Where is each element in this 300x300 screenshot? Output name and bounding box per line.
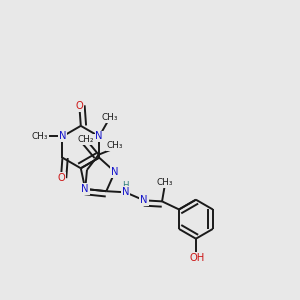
Text: CH₃: CH₃ — [106, 141, 123, 150]
Text: N: N — [59, 131, 66, 142]
Text: O: O — [76, 101, 83, 111]
Text: CH₃: CH₃ — [157, 178, 173, 187]
Text: H: H — [122, 181, 129, 190]
Text: CH₃: CH₃ — [32, 132, 48, 141]
Text: N: N — [95, 131, 103, 142]
Text: O: O — [57, 173, 65, 183]
Text: N: N — [122, 187, 129, 197]
Text: N: N — [111, 167, 119, 177]
Text: OH: OH — [190, 253, 205, 263]
Text: N: N — [82, 184, 89, 194]
Text: N: N — [140, 195, 148, 205]
Text: CH₂: CH₂ — [78, 135, 94, 144]
Text: CH₃: CH₃ — [101, 113, 118, 122]
